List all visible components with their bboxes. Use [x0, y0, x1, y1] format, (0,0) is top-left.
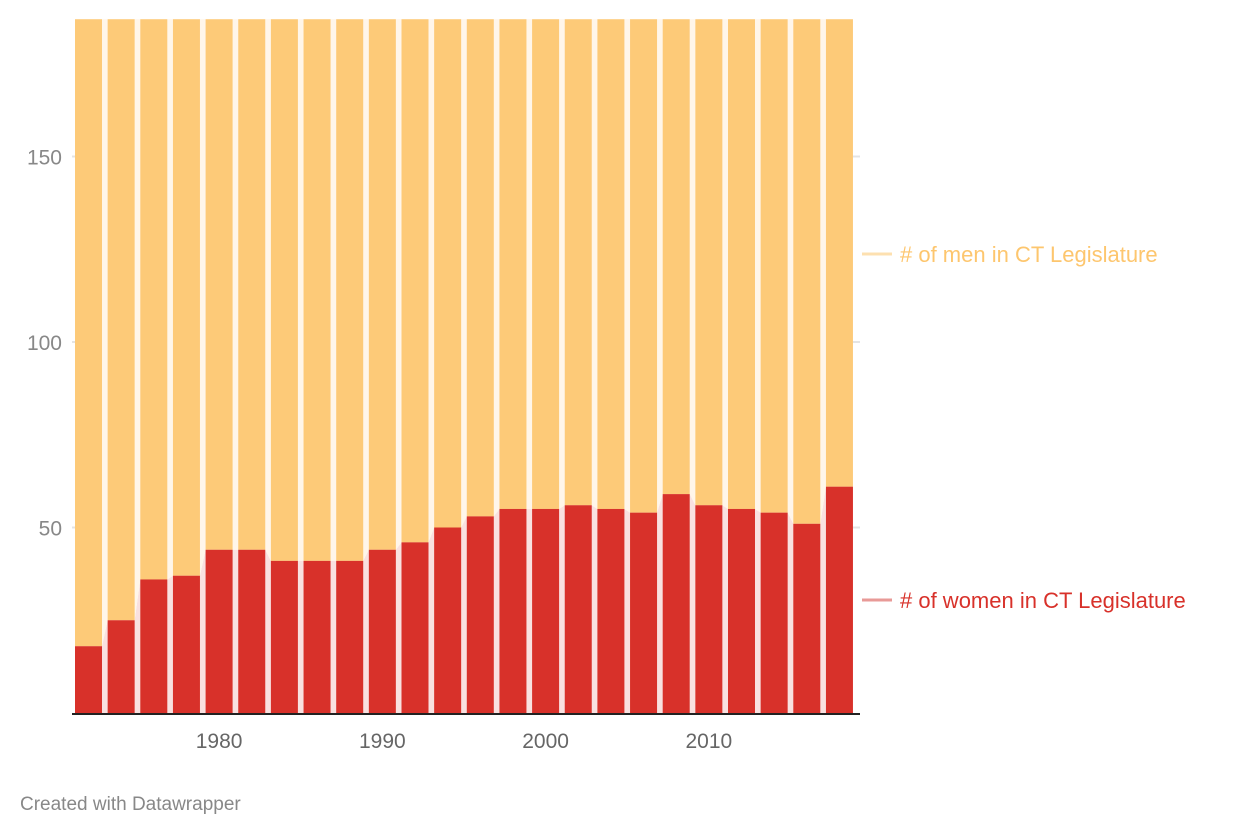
bar-women-2012 [728, 508, 755, 713]
bar-women-2006 [630, 512, 658, 713]
bar-men-1986 [303, 19, 331, 561]
women-area [75, 486, 853, 713]
bar-women-1990 [368, 549, 396, 713]
bar-men-1976 [140, 19, 168, 580]
x-tick-label: 2000 [522, 730, 569, 753]
bar-men-2016 [793, 19, 821, 524]
bar-women-2000 [532, 508, 560, 713]
y-tick-label: 50 [39, 518, 62, 541]
bar-men-2000 [532, 19, 560, 509]
bar-women-1974 [107, 620, 135, 713]
bar-men-1988 [336, 19, 364, 561]
bar-women-1998 [499, 508, 527, 713]
bar-women-1972 [75, 646, 102, 713]
bar-women-1986 [303, 560, 331, 713]
bar-men-2014 [760, 19, 788, 513]
bar-women-2004 [597, 508, 625, 713]
bar-men-1992 [401, 19, 429, 543]
bar-men-2018 [825, 19, 853, 487]
bar-men-1990 [368, 19, 396, 550]
bar-men-1996 [466, 19, 494, 517]
bar-men-1984 [270, 19, 298, 561]
bar-men-1982 [238, 19, 266, 550]
bar-men-2004 [597, 19, 625, 509]
bar-men-1972 [75, 19, 102, 647]
x-tick-label: 1980 [196, 730, 243, 753]
bar-women-1976 [140, 579, 168, 713]
bar-men-2008 [662, 19, 690, 495]
bar-women-1984 [270, 560, 298, 713]
bar-men-1974 [107, 19, 135, 621]
bar-men-1980 [205, 19, 233, 550]
bar-women-2014 [760, 512, 788, 713]
bar-men-2012 [728, 19, 755, 509]
credit-text: Created with Datawrapper [20, 794, 241, 815]
bar-men-1978 [172, 19, 200, 576]
bar-women-1978 [172, 575, 200, 713]
bar-men-1998 [499, 19, 527, 509]
bar-women-2018 [825, 486, 853, 713]
y-tick-label: 100 [27, 332, 62, 355]
bar-women-2008 [662, 494, 690, 713]
x-tick-label: 2010 [685, 730, 732, 753]
x-tick-label: 1990 [359, 730, 406, 753]
bar-women-1994 [434, 527, 462, 713]
legend-label-women: # of women in CT Legislature [900, 588, 1186, 613]
bar-women-1982 [238, 549, 266, 713]
y-tick-label: 150 [27, 147, 62, 170]
men-area [75, 19, 853, 647]
bar-women-2010 [695, 505, 723, 713]
bar-women-2016 [793, 523, 821, 713]
bar-women-1988 [336, 560, 364, 713]
bar-women-2002 [564, 505, 592, 713]
bar-men-2010 [695, 19, 723, 506]
bar-women-1996 [466, 516, 494, 713]
bar-men-2002 [564, 19, 592, 506]
bar-women-1980 [205, 549, 233, 713]
bar-men-1994 [434, 19, 462, 528]
legend-label-men: # of men in CT Legislature [900, 242, 1158, 267]
bar-women-1992 [401, 542, 429, 713]
bar-men-2006 [630, 19, 658, 513]
